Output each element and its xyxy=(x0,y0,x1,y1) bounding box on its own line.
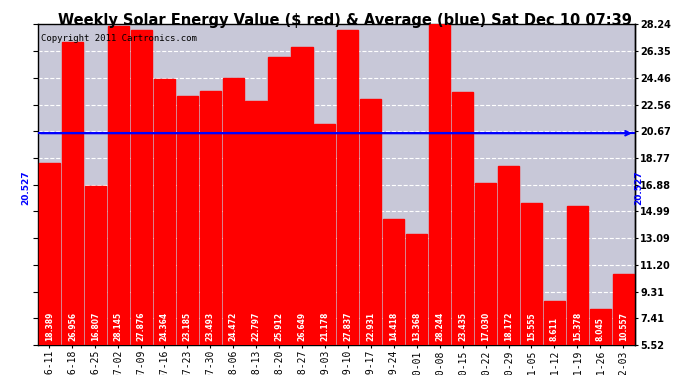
Bar xyxy=(498,166,519,375)
Bar xyxy=(613,274,634,375)
Bar xyxy=(39,164,60,375)
Bar xyxy=(383,219,404,375)
Text: 13.368: 13.368 xyxy=(412,312,421,341)
Text: 23.185: 23.185 xyxy=(183,312,192,341)
Text: 10.557: 10.557 xyxy=(619,312,628,341)
Bar xyxy=(544,302,565,375)
Text: 23.435: 23.435 xyxy=(458,312,467,341)
Bar xyxy=(222,78,244,375)
Bar xyxy=(62,42,83,375)
Bar xyxy=(268,57,290,375)
Bar xyxy=(406,234,427,375)
Text: 8.611: 8.611 xyxy=(550,317,559,341)
Bar xyxy=(475,183,496,375)
Text: 20.527: 20.527 xyxy=(633,170,643,205)
Bar xyxy=(337,30,358,375)
Text: 17.030: 17.030 xyxy=(481,312,490,341)
Text: 15.555: 15.555 xyxy=(527,312,536,341)
Bar xyxy=(291,47,313,375)
Text: 27.837: 27.837 xyxy=(344,311,353,341)
Text: 16.807: 16.807 xyxy=(91,311,100,341)
Text: 18.172: 18.172 xyxy=(504,311,513,341)
Text: 8.045: 8.045 xyxy=(596,317,605,341)
Text: Weekly Solar Energy Value ($ red) & Average (blue) Sat Dec 10 07:39: Weekly Solar Energy Value ($ red) & Aver… xyxy=(58,13,632,28)
Text: 21.178: 21.178 xyxy=(320,311,329,341)
Text: 15.378: 15.378 xyxy=(573,312,582,341)
Text: 25.912: 25.912 xyxy=(275,312,284,341)
Text: 28.244: 28.244 xyxy=(435,312,444,341)
Text: 22.797: 22.797 xyxy=(252,311,261,341)
Bar xyxy=(429,24,451,375)
Text: 24.472: 24.472 xyxy=(228,312,237,341)
Text: 22.931: 22.931 xyxy=(366,312,375,341)
Text: 18.389: 18.389 xyxy=(45,311,54,341)
Bar xyxy=(360,99,382,375)
Bar xyxy=(85,186,106,375)
Bar xyxy=(177,96,198,375)
Bar xyxy=(567,206,588,375)
Text: 28.145: 28.145 xyxy=(114,312,123,341)
Text: 26.956: 26.956 xyxy=(68,312,77,341)
Bar xyxy=(130,30,152,375)
Text: 24.364: 24.364 xyxy=(159,312,169,341)
Text: 26.649: 26.649 xyxy=(297,312,306,341)
Text: Copyright 2011 Cartronics.com: Copyright 2011 Cartronics.com xyxy=(41,34,197,43)
Text: 23.493: 23.493 xyxy=(206,312,215,341)
Bar xyxy=(452,92,473,375)
Bar xyxy=(590,309,611,375)
Bar xyxy=(154,79,175,375)
Text: 14.418: 14.418 xyxy=(389,312,398,341)
Bar xyxy=(108,26,129,375)
Bar xyxy=(199,92,221,375)
Text: 27.876: 27.876 xyxy=(137,311,146,341)
Bar xyxy=(246,101,266,375)
Bar xyxy=(315,124,335,375)
Bar xyxy=(521,203,542,375)
Text: 20.527: 20.527 xyxy=(21,170,30,205)
